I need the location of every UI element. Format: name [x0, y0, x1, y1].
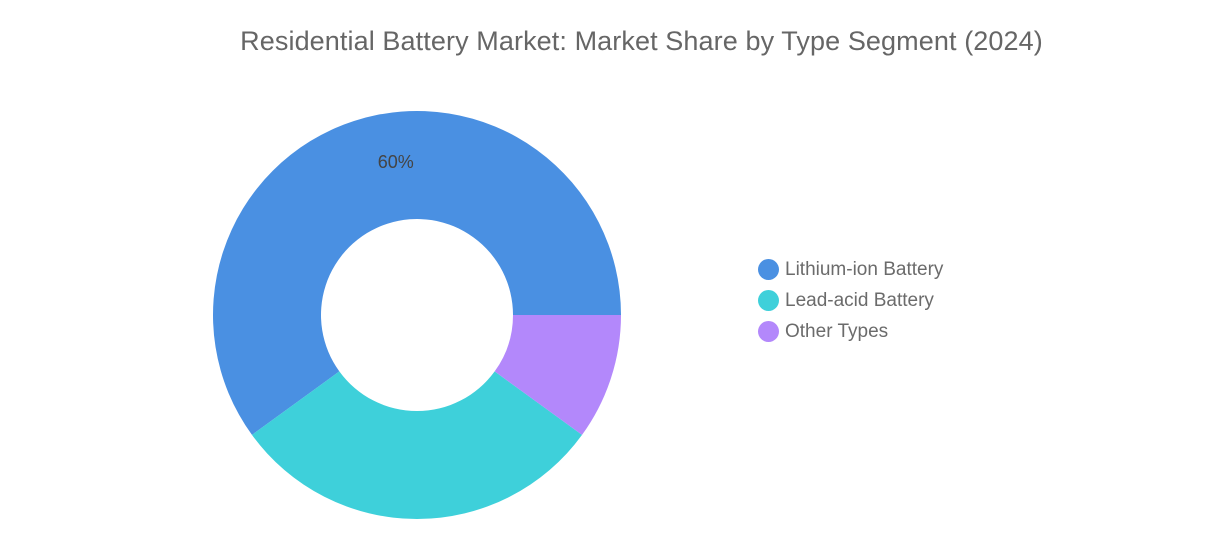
donut-slices — [213, 111, 621, 519]
legend-label: Lead-acid Battery — [785, 289, 934, 311]
slice-lithium-ion-battery[interactable] — [213, 111, 621, 435]
slice-labels: 60% — [378, 152, 414, 172]
legend-item-lead-acid-battery[interactable]: Lead-acid Battery — [758, 285, 943, 316]
legend-swatch-icon — [758, 290, 779, 311]
chart-legend: Lithium-ion Battery Lead-acid Battery Othe… — [758, 254, 943, 347]
legend-label: Lithium-ion Battery — [785, 258, 944, 280]
legend-item-other-types[interactable]: Other Types — [758, 316, 943, 347]
legend-label: Other Types — [785, 320, 889, 342]
slice-lead-acid-battery[interactable] — [251, 371, 583, 519]
legend-item-lithium-ion-battery[interactable]: Lithium-ion Battery — [758, 254, 943, 285]
legend-swatch-icon — [758, 259, 779, 280]
slice-other-types[interactable] — [494, 315, 621, 435]
legend-swatch-icon — [758, 321, 779, 342]
chart-title: Residential Battery Market: Market Share… — [240, 26, 1043, 56]
data-label-lithium-ion-battery: 60% — [378, 152, 414, 172]
